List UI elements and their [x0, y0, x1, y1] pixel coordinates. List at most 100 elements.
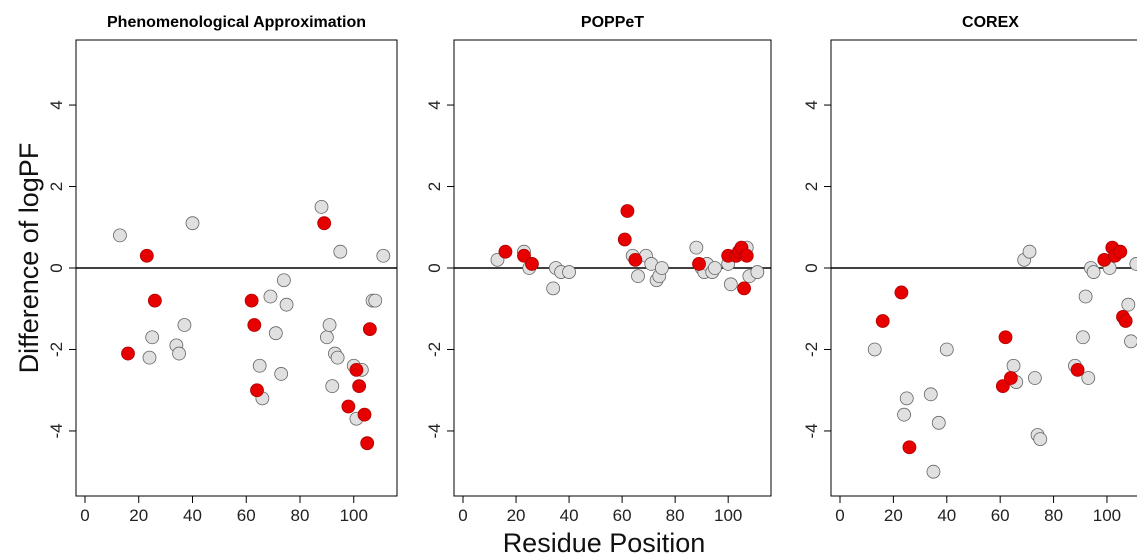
y-tick-label: 0 [802, 263, 821, 272]
x-tick-label: 100 [340, 506, 368, 525]
y-tick-label: -2 [47, 342, 66, 357]
data-point-grey [368, 293, 383, 308]
x-tick-label: 0 [835, 506, 844, 525]
data-point-grey [931, 415, 946, 430]
data-point-red [628, 252, 643, 267]
x-tick-label: 40 [183, 506, 202, 525]
data-point-grey [263, 289, 278, 304]
data-point-red [244, 293, 259, 308]
data-point-grey [279, 297, 294, 312]
data-point-red [1003, 371, 1018, 385]
data-point-grey [562, 265, 576, 279]
data-point-grey [750, 265, 765, 279]
data-point-grey [939, 342, 954, 357]
data-point-grey [268, 326, 283, 341]
data-point-red [352, 379, 367, 394]
data-point-grey [654, 261, 669, 275]
data-point-grey [172, 346, 186, 361]
data-point-red [147, 293, 162, 308]
data-point-red [875, 314, 890, 328]
panel-3: COREX 0 20 40 60 80 100 -4 -2 0 2 4 [802, 14, 1137, 525]
data-point-red [620, 204, 635, 218]
x-tick-label: 40 [560, 506, 579, 525]
y-tick-label: 4 [425, 100, 444, 109]
data-point-grey [1022, 244, 1037, 259]
data-point-grey [708, 261, 722, 275]
data-point-red [121, 346, 135, 361]
data-point-grey [546, 281, 561, 296]
data-point-grey [1033, 432, 1048, 447]
x-tick-label: 80 [666, 506, 685, 525]
x-tick-label: 20 [884, 506, 903, 525]
y-tick-label: -4 [47, 423, 66, 438]
data-point-grey [899, 391, 914, 406]
x-tick-label: 80 [1044, 506, 1063, 525]
data-point-grey [177, 318, 192, 332]
y-tick-label: -2 [425, 342, 444, 357]
panel-title: COREX [962, 14, 1019, 31]
data-point-grey [631, 269, 645, 284]
panel-title: Phenomenological Approximation [107, 14, 366, 31]
data-point-red [139, 248, 154, 263]
y-tick-label: -4 [425, 423, 444, 438]
data-point-grey [325, 379, 340, 394]
y-axis-title: Difference of logPF [14, 143, 44, 374]
y-tick-label: -4 [802, 423, 821, 438]
data-point-red [739, 248, 754, 263]
data-point-red [360, 436, 375, 451]
data-point-grey [1086, 265, 1101, 279]
x-tick-label: 80 [291, 506, 310, 525]
data-point-grey [276, 273, 291, 288]
data-point-red [902, 440, 917, 455]
panel-title: POPPeT [581, 14, 644, 31]
x-tick-label: 60 [613, 506, 632, 525]
x-tick-label: 60 [991, 506, 1010, 525]
data-point-red [692, 257, 706, 271]
data-point-grey [1129, 257, 1137, 271]
x-axis-title: Residue Position [503, 528, 706, 557]
x-tick-label: 0 [80, 506, 89, 525]
data-point-grey [897, 407, 911, 422]
data-point-red [525, 257, 539, 271]
data-point-red [737, 281, 751, 296]
data-point-red [247, 318, 262, 332]
data-point-red [349, 362, 364, 377]
y-tick-label: 2 [802, 182, 821, 191]
data-point-grey [1078, 289, 1093, 304]
data-point-grey [142, 350, 157, 365]
x-tick-label: 40 [937, 506, 956, 525]
data-point-grey [689, 240, 704, 255]
data-point-red [357, 407, 372, 422]
data-point-grey [330, 350, 345, 365]
data-point-red [1070, 362, 1085, 377]
data-point-grey [923, 387, 938, 402]
data-point-grey [274, 367, 289, 381]
data-point-red [894, 285, 909, 300]
x-tick-label: 100 [1093, 506, 1121, 525]
data-point-grey [185, 216, 200, 231]
data-point-grey [1006, 358, 1021, 373]
data-point-red [1113, 244, 1128, 259]
data-point-grey [322, 318, 337, 332]
data-point-grey [252, 358, 267, 373]
data-point-grey [1081, 371, 1096, 385]
y-tick-label: 0 [47, 263, 66, 272]
x-tick-label: 100 [714, 506, 742, 525]
data-point-grey [1124, 334, 1137, 349]
data-point-grey [867, 342, 882, 357]
data-point-red [498, 244, 513, 259]
y-tick-label: -2 [802, 342, 821, 357]
data-point-grey [319, 330, 334, 345]
data-point-red [317, 216, 332, 231]
y-tick-label: 2 [425, 182, 444, 191]
y-tick-label: 0 [425, 263, 444, 272]
data-point-grey [145, 330, 160, 345]
data-point-grey [1027, 371, 1042, 385]
data-point-grey [1121, 297, 1136, 312]
data-point-grey [333, 244, 348, 259]
data-point-red [617, 232, 632, 247]
y-tick-label: 4 [802, 100, 821, 109]
